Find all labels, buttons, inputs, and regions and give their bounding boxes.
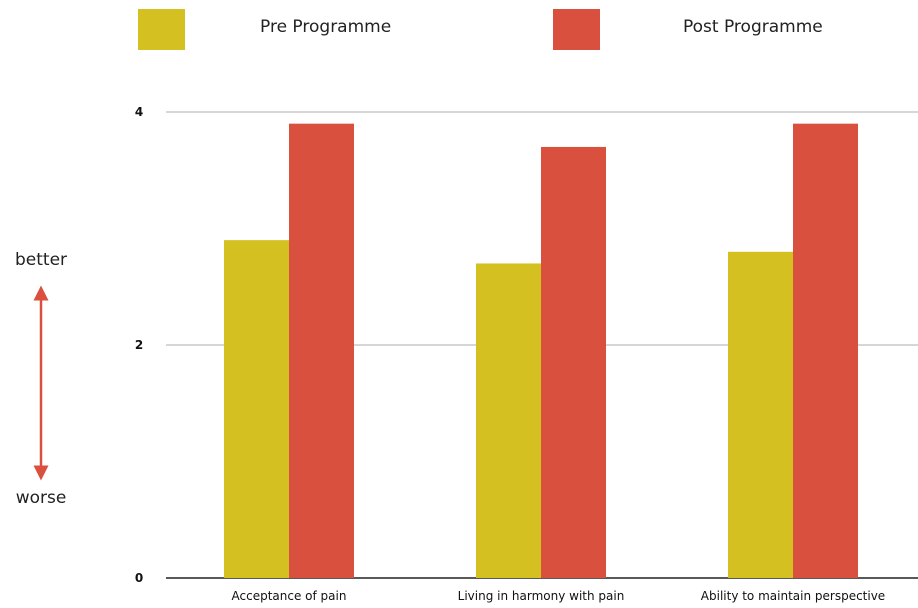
- x-category-label-2: Ability to maintain perspective: [701, 589, 885, 603]
- legend-swatch-post: [553, 9, 600, 50]
- bar-post-1: [541, 146, 606, 578]
- bar-pre-2: [728, 251, 793, 579]
- legend-label-pre: Pre Programme: [260, 17, 391, 37]
- worse-label: worse: [16, 488, 67, 508]
- x-category-label-0: Acceptance of pain: [232, 589, 347, 603]
- y-tick-label-0: 0: [135, 571, 143, 585]
- bar-pre-1: [476, 263, 541, 578]
- y-axis-ticks: 0 2 4: [135, 105, 143, 585]
- better-label: better: [15, 250, 67, 270]
- y-tick-label-4: 4: [135, 105, 143, 119]
- bar-pre-0: [224, 240, 289, 578]
- legend-swatch-pre: [138, 9, 185, 50]
- x-axis-labels: Acceptance of pain Living in harmony with…: [232, 589, 886, 603]
- bar-post-2: [793, 123, 858, 579]
- bars: [224, 123, 858, 579]
- legend-label-post: Post Programme: [683, 17, 823, 37]
- bar-post-0: [289, 123, 354, 579]
- y-tick-label-2: 2: [135, 338, 143, 352]
- x-category-label-1: Living in harmony with pain: [458, 589, 625, 603]
- legend: Pre Programme Post Programme: [138, 9, 823, 50]
- direction-annotation: better worse: [15, 250, 67, 508]
